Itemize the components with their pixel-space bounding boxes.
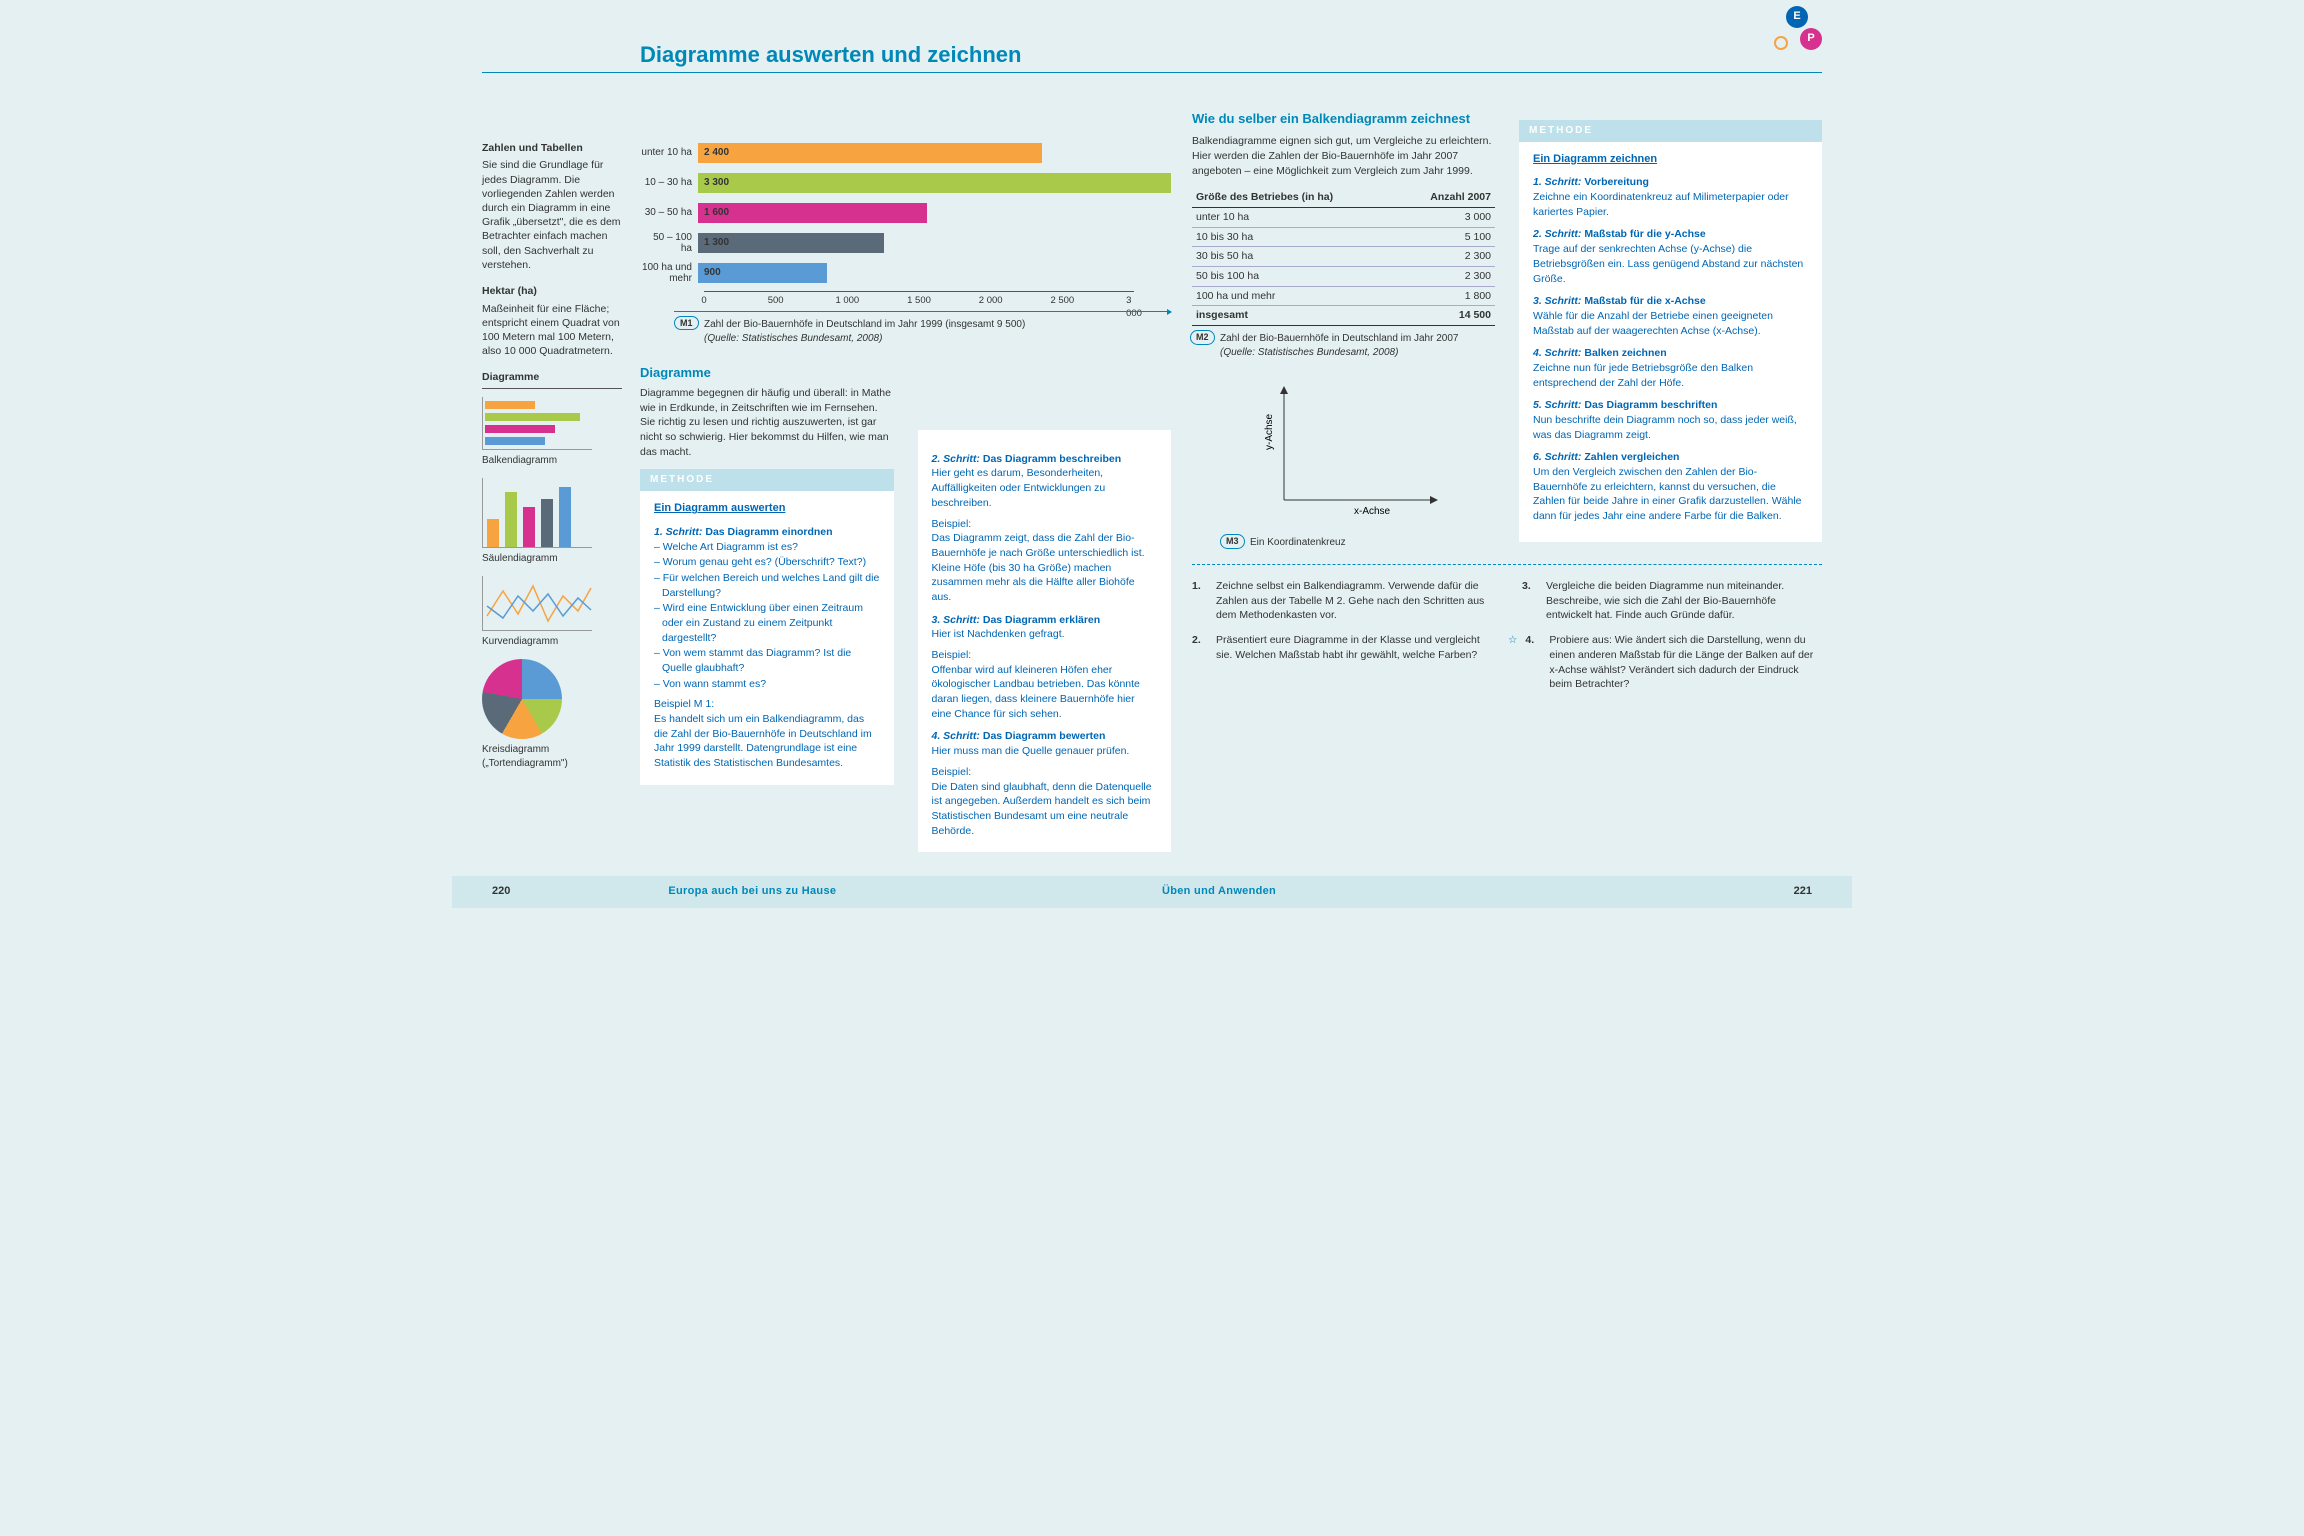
bar-row: 30 – 50 ha1 600 (640, 201, 1171, 225)
sidebar-h2: Hektar (ha) (482, 284, 622, 299)
methode-box-left: METHODE Ein Diagramm auswerten 1. Schrit… (640, 469, 894, 784)
barchart-axis: 05001 0001 5002 0002 5003 000 (704, 291, 1134, 307)
left-page-num: 220 (492, 884, 510, 899)
methode-title-right: Ein Diagramm zeichnen (1533, 152, 1808, 167)
step1-list: Welche Art Diagramm ist es?Worum genau g… (654, 540, 880, 692)
data-table: Größe des Betriebes (in ha) Anzahl 2007 … (1192, 188, 1495, 326)
m2-badge: M2 (1190, 330, 1215, 345)
methode-title-left: Ein Diagramm auswerten (654, 501, 880, 516)
left-page: Diagramme auswerten und zeichnen Zahlen … (452, 20, 1152, 862)
d2-label: Säulendiagramm (482, 552, 622, 566)
methode-header-left: METHODE (640, 469, 894, 491)
d1-label: Balkendiagramm (482, 454, 622, 468)
right-page: Wie du selber ein Balkendiagramm zeichne… (1152, 20, 1852, 862)
sidebar-p1: Sie sind die Grundlage für jedes Diagram… (482, 158, 622, 271)
rp-intro: Balkendiagramme eignen sich gut, um Verg… (1192, 134, 1495, 178)
kreisdiagramm-icon (482, 659, 622, 739)
methode-box-right: METHODE Ein Diagramm zeichnen 1. Schritt… (1519, 120, 1822, 542)
diagramme-heading-2: Diagramme (640, 364, 894, 382)
left-sidebar: Zahlen und Tabellen Sie sind die Grundla… (482, 141, 622, 853)
chart-caption: M1 Zahl der Bio-Bauernhöfe in Deutschlan… (704, 318, 1171, 346)
main-barchart: unter 10 ha2 400 10 – 30 ha3 300 30 – 50 h… (640, 141, 1171, 285)
x-axis-label: x-Achse (1354, 506, 1391, 517)
right-footer-title: Üben und Anwenden (1162, 884, 1276, 899)
rp-heading: Wie du selber ein Balkendiagramm zeichne… (1192, 110, 1495, 128)
bar-row: 50 – 100 ha1 300 (640, 231, 1171, 255)
left-footer-title: Europa auch bei uns zu Hause (668, 884, 836, 899)
coord-cross: y-Achse x-Achse (1192, 380, 1495, 530)
exercises: 1.Zeichne selbst ein Balkendiagramm. Ver… (1192, 564, 1822, 702)
methode-box-left-col2: 2. Schritt: Das Diagramm beschreiben Hie… (918, 430, 1172, 853)
page-title: Diagramme auswerten und zeichnen (640, 40, 1112, 71)
caption-source: (Quelle: Statistisches Bundesamt, 2008) (704, 332, 1171, 346)
bar-row: unter 10 ha2 400 (640, 141, 1171, 165)
caption-text: Zahl der Bio-Bauernhöfe in Deutschland i… (704, 319, 1025, 330)
diagramme-text: Diagramme begegnen dir häufig und überal… (640, 386, 894, 459)
methode-header-right: METHODE (1519, 120, 1822, 142)
m1-badge: M1 (674, 316, 699, 331)
m3-badge: M3 (1220, 534, 1245, 549)
balkendiagramm-icon (482, 397, 622, 450)
right-page-num: 221 (1794, 884, 1812, 899)
bar-row: 10 – 30 ha3 300 (640, 171, 1171, 195)
kurvendiagramm-icon (482, 576, 622, 631)
saeulendiagramm-icon (482, 478, 622, 548)
d4-label: Kreisdiagramm („Tortendiagramm") (482, 743, 622, 771)
y-axis-label: y-Achse (1264, 414, 1275, 451)
diagramme-heading: Diagramme (482, 370, 622, 389)
d3-label: Kurvendiagramm (482, 635, 622, 649)
footer: 220 Europa auch bei uns zu Hause Üben un… (452, 876, 1852, 907)
bar-row: 100 ha und mehr900 (640, 261, 1171, 285)
sidebar-p2: Maßeinheit für eine Fläche; entspricht e… (482, 302, 622, 359)
caption-arrow (674, 311, 1171, 312)
sidebar-h1: Zahlen und Tabellen (482, 141, 622, 156)
